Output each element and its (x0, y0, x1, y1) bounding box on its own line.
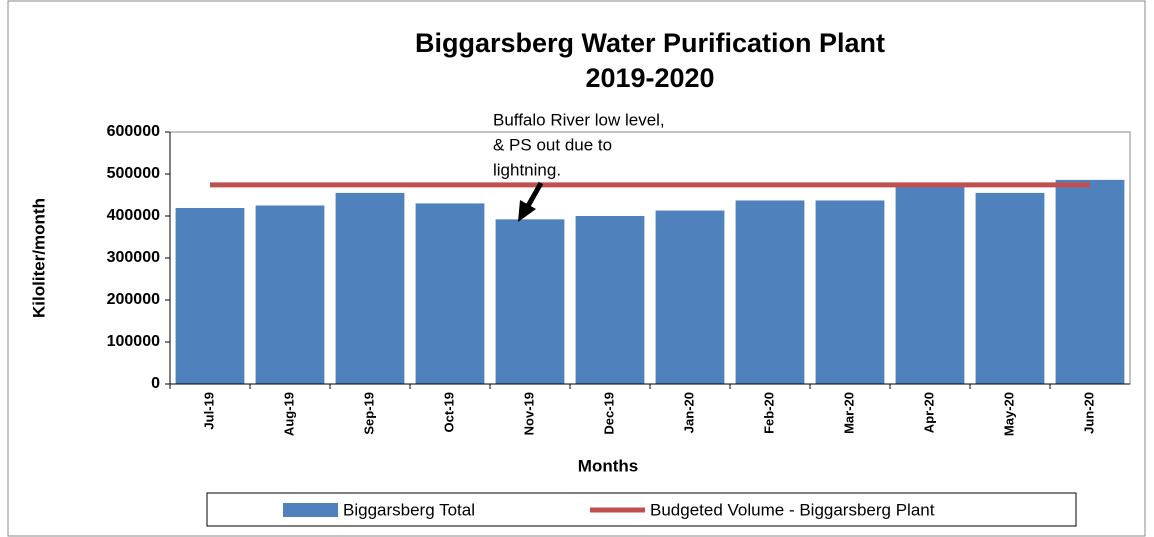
bar (815, 200, 885, 384)
bar (1055, 179, 1125, 384)
x-tick-label: Mar-20 (841, 392, 856, 434)
y-tick-label: 200000 (107, 291, 160, 308)
annotation-arrow (525, 181, 544, 208)
legend-swatch (283, 503, 338, 517)
y-tick-label: 400000 (107, 207, 160, 224)
bar (735, 200, 805, 384)
x-tick-label: Aug-19 (281, 392, 296, 436)
legend-label: Biggarsberg Total (343, 500, 475, 519)
x-tick-label: May-20 (1001, 392, 1016, 436)
annotation: & PS out due to (493, 135, 612, 154)
bar (335, 192, 405, 384)
x-axis-title: Months (578, 456, 638, 475)
x-tick-label: Jan-20 (681, 392, 696, 433)
x-tick-label: Feb-20 (761, 392, 776, 434)
y-tick-label: 300000 (107, 249, 160, 266)
bar (975, 192, 1045, 384)
chart-title: 2019-2020 (585, 63, 714, 93)
x-tick-label: Jul-19 (201, 392, 216, 430)
chart-title: Biggarsberg Water Purification Plant (415, 28, 885, 58)
x-tick-label: Oct-19 (441, 392, 456, 432)
annotation: Buffalo River low level, (493, 110, 665, 129)
y-tick-label: 500000 (107, 165, 160, 182)
bar (175, 208, 245, 384)
bar (575, 216, 645, 384)
bar (255, 205, 325, 384)
bar (415, 203, 485, 384)
y-tick-label: 100000 (107, 333, 160, 350)
bar (655, 210, 725, 384)
x-tick-label: Sep-19 (361, 392, 376, 435)
y-tick-label: 600000 (107, 123, 160, 140)
x-tick-label: Dec-19 (601, 392, 616, 435)
annotation: lightning. (493, 160, 561, 179)
bar (895, 183, 965, 384)
y-tick-label: 0 (151, 375, 160, 392)
x-tick-label: Jun-20 (1081, 392, 1096, 434)
x-tick-label: Apr-20 (921, 392, 936, 433)
x-tick-label: Nov-19 (521, 392, 536, 435)
legend-label: Budgeted Volume - Biggarsberg Plant (650, 500, 935, 519)
y-axis-title: Kiloliter/month (29, 198, 48, 318)
bar (495, 219, 565, 384)
annotation-arrowhead (518, 200, 536, 222)
